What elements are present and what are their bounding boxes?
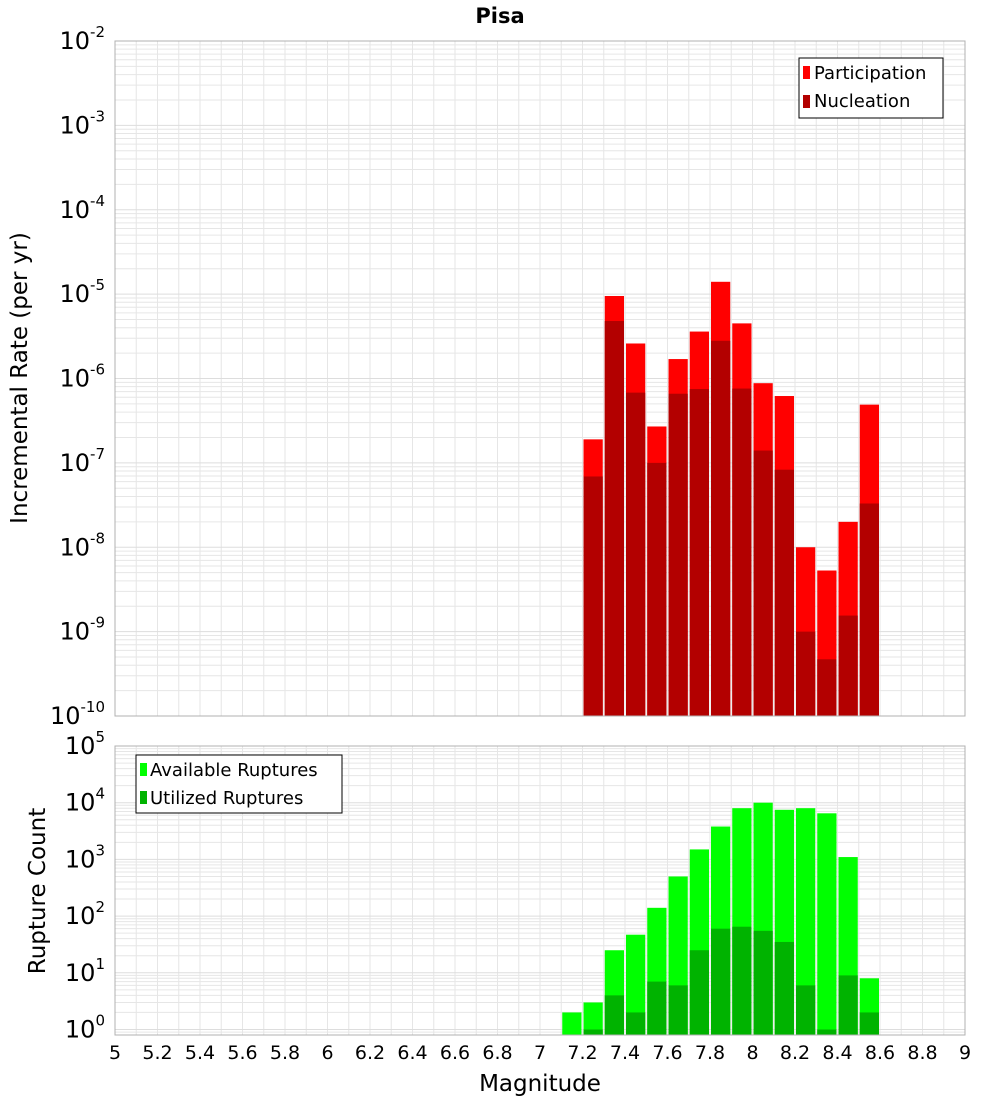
utilized-ruptures-bar (626, 1012, 646, 1035)
top-y-axis-label: Incremental Rate (per yr) (7, 232, 33, 524)
nucleation-bar (796, 631, 816, 716)
utilized-ruptures-bar (647, 981, 667, 1035)
bottom-y-tick-labels: 100 101 102 103 104 105 (65, 728, 105, 1044)
nucleation-bar (689, 389, 709, 716)
utilized-ruptures-bar (583, 1029, 603, 1035)
utilized-ruptures-bar (796, 985, 816, 1035)
y-tick-label: 10-9 (59, 614, 105, 646)
nucleation-legend-label: Nucleation (814, 91, 910, 112)
x-tick-label: 6.4 (397, 1042, 427, 1064)
x-tick-label: 8.8 (907, 1042, 937, 1064)
x-tick-label: 8.2 (780, 1042, 810, 1064)
nucleation-bar (859, 503, 879, 716)
x-tick-label: 6.2 (355, 1042, 385, 1064)
x-tick-label: 5.8 (270, 1042, 300, 1064)
y-tick-label: 10-5 (59, 276, 105, 308)
x-tick-label: 7.2 (567, 1042, 597, 1064)
participation-legend-label: Participation (814, 63, 926, 84)
utilized-ruptures-legend-swatch (140, 791, 147, 804)
nucleation-bar (647, 462, 667, 716)
y-tick-label: 10-2 (59, 23, 105, 55)
x-tick-label: 6.8 (482, 1042, 512, 1064)
x-tick-label: 5.6 (227, 1042, 257, 1064)
top-plot-frame (114, 40, 966, 717)
chart-title: Pisa (475, 4, 524, 28)
x-tick-label: 6 (321, 1042, 333, 1064)
available-ruptures-legend-label: Available Ruptures (150, 760, 318, 781)
x-tick-label: 7.8 (695, 1042, 725, 1064)
available-ruptures-bar (817, 813, 837, 1035)
nucleation-bar (583, 476, 603, 716)
top-bars (583, 281, 879, 716)
y-tick-label: 10-3 (59, 107, 105, 139)
nucleation-bar (732, 388, 752, 716)
x-tick-label: 9 (959, 1042, 971, 1064)
available-ruptures-bar (626, 934, 646, 1035)
utilized-ruptures-bar (859, 1012, 879, 1035)
bottom-legend: Available Ruptures Utilized Ruptures (135, 754, 343, 814)
y-tick-label: 103 (65, 841, 105, 873)
y-tick-label: 10-4 (59, 192, 105, 224)
utilized-ruptures-legend-label: Utilized Ruptures (150, 788, 303, 809)
participation-legend-swatch (803, 66, 810, 79)
top-legend: Participation Nucleation (798, 57, 944, 119)
top-y-tick-labels: 10-10 10-9 10-8 10-7 10-6 10-5 10-4 10-3 10-2 (50, 23, 105, 730)
utilized-ruptures-bar (732, 926, 752, 1035)
x-tick-label: 5 (109, 1042, 121, 1064)
x-tick-label: 7.4 (610, 1042, 640, 1064)
available-ruptures-bar (562, 1012, 582, 1035)
top-gridlines (114, 40, 966, 717)
y-tick-label: 10-6 (59, 361, 105, 393)
nucleation-bar (711, 340, 731, 716)
nucleation-bar (668, 393, 688, 716)
bottom-legend-box (135, 754, 343, 814)
utilized-ruptures-bar (838, 975, 858, 1035)
utilized-ruptures-bar (817, 1029, 837, 1035)
y-tick-label: 104 (65, 785, 105, 817)
nucleation-bar (817, 659, 837, 716)
y-tick-label: 105 (65, 728, 105, 760)
x-tick-label: 6.6 (440, 1042, 470, 1064)
y-tick-label: 100 (65, 1012, 105, 1044)
x-tick-label: 7 (534, 1042, 546, 1064)
top-legend-box (798, 57, 944, 119)
y-tick-label: 10-7 (59, 445, 105, 477)
nucleation-legend-swatch (803, 95, 810, 108)
utilized-ruptures-bar (689, 950, 709, 1035)
x-tick-label: 7.6 (652, 1042, 682, 1064)
x-tick-label: 8.6 (865, 1042, 895, 1064)
available-ruptures-bar (796, 808, 816, 1035)
available-ruptures-legend-swatch (140, 763, 147, 776)
utilized-ruptures-bar (711, 928, 731, 1035)
bottom-plot-frame (114, 745, 966, 1036)
bottom-y-axis-label: Rupture Count (25, 808, 51, 974)
y-tick-label: 102 (65, 898, 105, 930)
utilized-ruptures-bar (668, 985, 688, 1035)
nucleation-bar (838, 615, 858, 716)
nucleation-bar (774, 469, 794, 716)
utilized-ruptures-bar (604, 995, 624, 1035)
utilized-ruptures-bar (774, 941, 794, 1035)
utilized-ruptures-bar (753, 930, 773, 1035)
bottom-gridlines (114, 745, 966, 1036)
x-tick-labels: 5 5.2 5.4 5.6 5.8 6 6.2 6.4 6.6 6.8 7 7.2 7.4 7.6 7.8 8… (109, 1042, 971, 1064)
available-ruptures-bar (583, 1002, 603, 1035)
x-tick-label: 8 (746, 1042, 758, 1064)
bottom-bars (562, 802, 879, 1035)
y-tick-label: 10-8 (59, 529, 105, 561)
nucleation-bar (604, 321, 624, 716)
y-tick-label: 101 (65, 955, 105, 987)
x-axis-label: Magnitude (479, 1071, 601, 1097)
x-tick-label: 8.4 (822, 1042, 852, 1064)
x-tick-label: 5.4 (185, 1042, 215, 1064)
nucleation-bar (626, 392, 646, 716)
nucleation-bar (753, 450, 773, 716)
y-tick-label: 10-10 (50, 698, 105, 730)
x-tick-label: 5.2 (142, 1042, 172, 1064)
